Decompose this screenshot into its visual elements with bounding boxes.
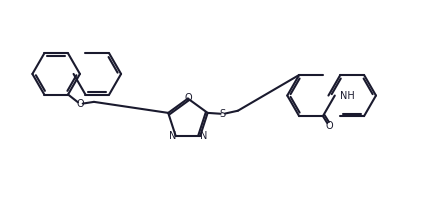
Text: S: S <box>220 109 226 119</box>
Text: N: N <box>200 131 207 141</box>
Text: O: O <box>184 93 192 103</box>
Text: O: O <box>76 99 84 109</box>
Text: O: O <box>326 121 333 131</box>
Text: N: N <box>168 131 176 141</box>
Text: NH: NH <box>340 90 355 100</box>
